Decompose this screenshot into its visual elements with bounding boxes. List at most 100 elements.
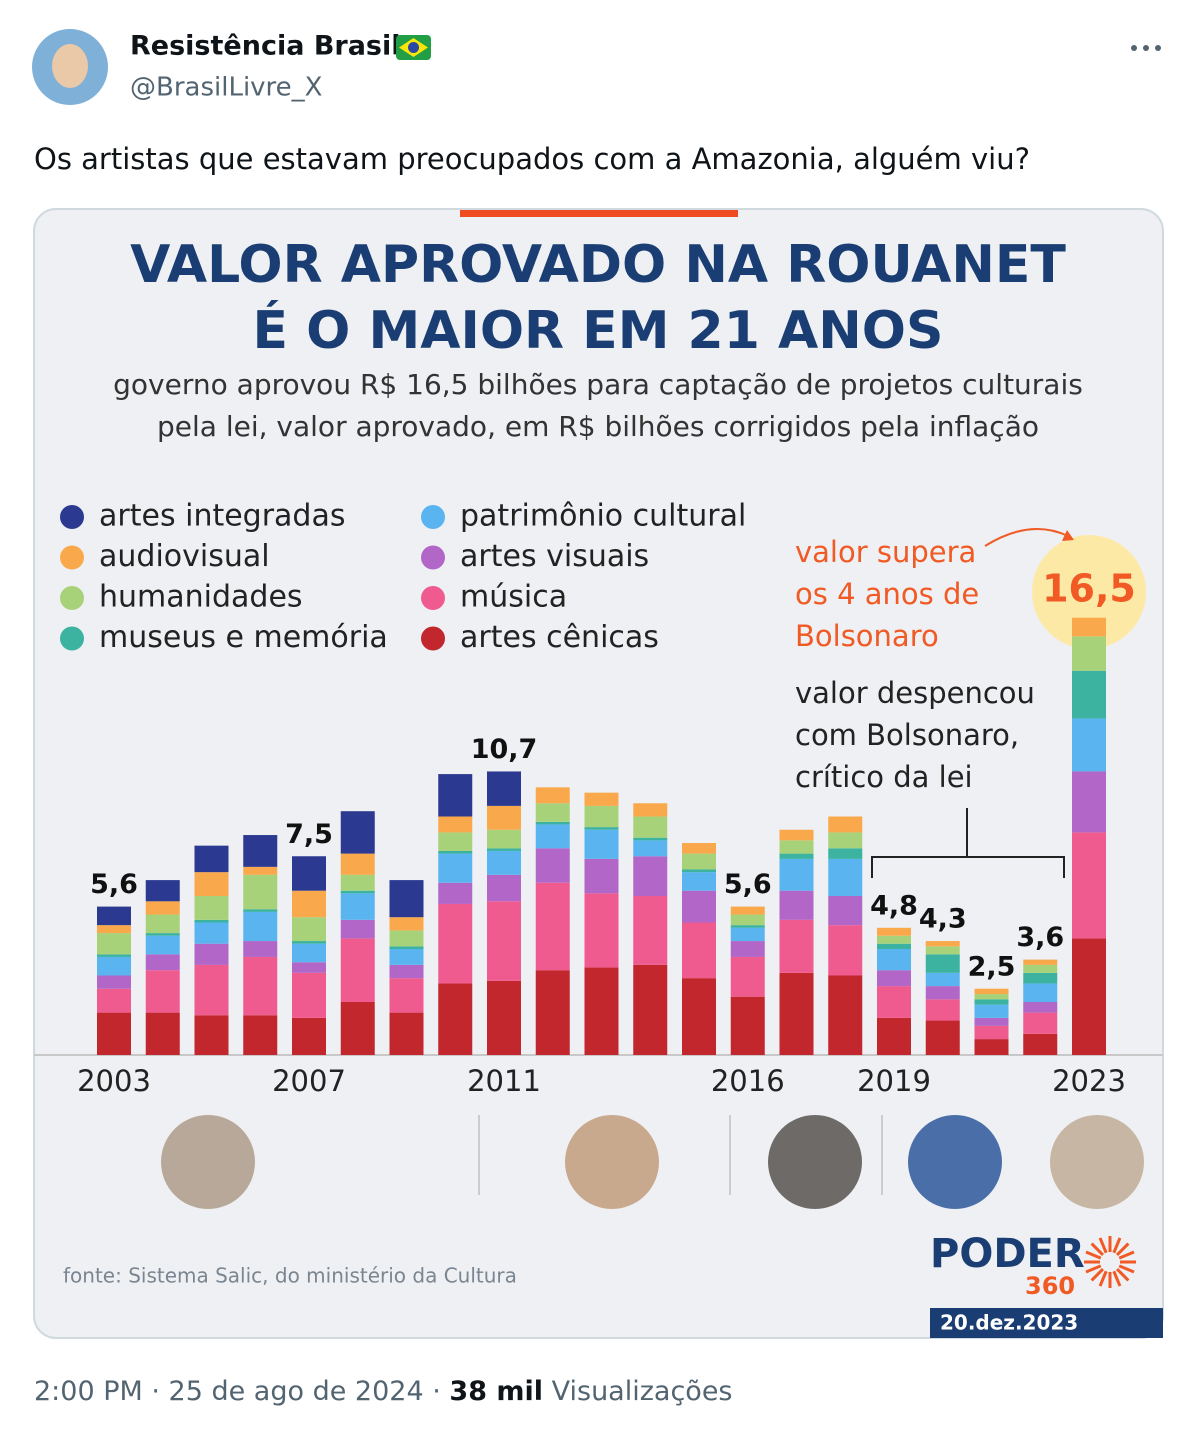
arrow-head bbox=[1062, 530, 1074, 541]
bar-segment bbox=[779, 890, 814, 920]
bar-segment bbox=[974, 1025, 1009, 1040]
legend-label: artes cênicas bbox=[460, 620, 659, 655]
bar-segment bbox=[584, 829, 619, 859]
total-label: 4,3 bbox=[919, 904, 967, 935]
bar-segment bbox=[145, 914, 180, 934]
bar-segment bbox=[925, 999, 960, 1021]
bar-segment bbox=[535, 803, 570, 822]
bar-segment bbox=[682, 922, 716, 979]
bar-segment bbox=[97, 1012, 131, 1055]
bar-segment bbox=[633, 816, 668, 838]
bar-segment bbox=[389, 949, 424, 965]
bar-segment bbox=[779, 853, 814, 859]
bar-segment bbox=[584, 893, 619, 968]
bar-segment bbox=[925, 946, 960, 955]
sun-ray bbox=[1112, 1270, 1122, 1287]
bar-segment bbox=[877, 949, 911, 971]
bar-segment bbox=[828, 848, 863, 859]
legend-label: artes integradas bbox=[99, 499, 346, 534]
bar-segment bbox=[584, 967, 619, 1055]
bar-segment bbox=[438, 882, 473, 904]
total-label: 10,7 bbox=[471, 734, 538, 765]
annotation: valor supera bbox=[795, 535, 976, 569]
bar-segment bbox=[340, 890, 375, 894]
bar-segment bbox=[243, 835, 278, 867]
annotation: Bolsonaro bbox=[795, 619, 939, 653]
bar-segment bbox=[194, 919, 229, 923]
chart-subtitle: governo aprovou R$ 16,5 bilhões para cap… bbox=[113, 368, 1083, 401]
bar-segment bbox=[584, 827, 619, 830]
x-tick-label: 2019 bbox=[857, 1064, 931, 1098]
bar-segment bbox=[779, 972, 814, 1055]
handle[interactable]: @BrasilLivre_X bbox=[130, 73, 322, 103]
bar-segment bbox=[292, 917, 326, 942]
sun-ray bbox=[1085, 1264, 1102, 1274]
bar-segment bbox=[97, 925, 131, 934]
bar-segment bbox=[145, 970, 180, 1013]
bar-segment bbox=[682, 869, 716, 873]
annotation: valor despencou bbox=[795, 676, 1035, 710]
bar-segment bbox=[877, 935, 911, 944]
bar-segment bbox=[389, 946, 424, 949]
author[interactable]: Resistência Brasil bbox=[130, 31, 401, 62]
bar-segment bbox=[438, 832, 473, 851]
bar-segment bbox=[1072, 670, 1106, 719]
bar-segment bbox=[730, 956, 765, 997]
bar-segment bbox=[97, 975, 131, 989]
bar-segment bbox=[1072, 938, 1106, 1055]
bar-segment bbox=[682, 853, 716, 870]
bar-segment bbox=[243, 911, 278, 942]
bar-segment bbox=[194, 845, 229, 873]
bar-segment bbox=[925, 1020, 960, 1055]
bar-segment bbox=[1023, 964, 1058, 973]
bar-segment bbox=[974, 1004, 1009, 1018]
bar-segment bbox=[1072, 718, 1106, 772]
bar-segment bbox=[925, 954, 960, 973]
bar-segment bbox=[340, 1002, 375, 1055]
bar-segment bbox=[487, 980, 521, 1055]
brand-name: PODER bbox=[930, 1231, 1085, 1277]
legend-label: artes visuais bbox=[460, 539, 649, 574]
bracket bbox=[871, 808, 1065, 878]
bar-segment bbox=[633, 856, 668, 896]
legend-swatch bbox=[421, 626, 445, 651]
bar-segment bbox=[633, 964, 668, 1055]
bar-segment bbox=[730, 996, 765, 1055]
bar-segment bbox=[730, 925, 765, 928]
bar-segment bbox=[633, 840, 668, 857]
bar-segment bbox=[194, 1015, 229, 1055]
legend-label: audiovisual bbox=[99, 539, 270, 574]
bar-segment bbox=[535, 848, 570, 883]
timestamp[interactable]: 2:00 PM · 25 de ago de 2024 · bbox=[34, 1376, 441, 1407]
bar-segment bbox=[877, 943, 911, 949]
legend-swatch bbox=[60, 586, 84, 610]
bar-segment bbox=[292, 972, 326, 1018]
bar-segment bbox=[974, 994, 1009, 1000]
bar-segment bbox=[487, 829, 521, 849]
bar-segment bbox=[145, 880, 180, 902]
bar-segment bbox=[97, 906, 131, 926]
bar-segment bbox=[438, 850, 473, 854]
bar-segment bbox=[487, 771, 521, 806]
legend-label: museus e memória bbox=[99, 620, 388, 655]
legend-label: humanidades bbox=[99, 580, 303, 615]
brand-number: 360 bbox=[1025, 1272, 1075, 1300]
bar-segment bbox=[243, 941, 278, 957]
sun-ray bbox=[1090, 1268, 1104, 1282]
more-menu[interactable] bbox=[1131, 45, 1161, 51]
bar-segment bbox=[584, 858, 619, 894]
bar-segment bbox=[389, 978, 424, 1013]
bar-segment bbox=[194, 896, 229, 920]
bar-segment bbox=[243, 909, 278, 912]
bar-segment bbox=[145, 901, 180, 915]
x-tick-label: 2023 bbox=[1052, 1064, 1126, 1098]
annotation: os 4 anos de bbox=[795, 577, 979, 611]
bar-segment bbox=[682, 890, 716, 923]
bar-segment bbox=[535, 824, 570, 849]
bar-segment bbox=[633, 896, 668, 965]
bar-segment bbox=[974, 1039, 1009, 1055]
bar-segment bbox=[292, 962, 326, 973]
bar-segment bbox=[389, 930, 424, 947]
bar-segment bbox=[243, 956, 278, 1016]
bar-segment bbox=[292, 856, 326, 891]
